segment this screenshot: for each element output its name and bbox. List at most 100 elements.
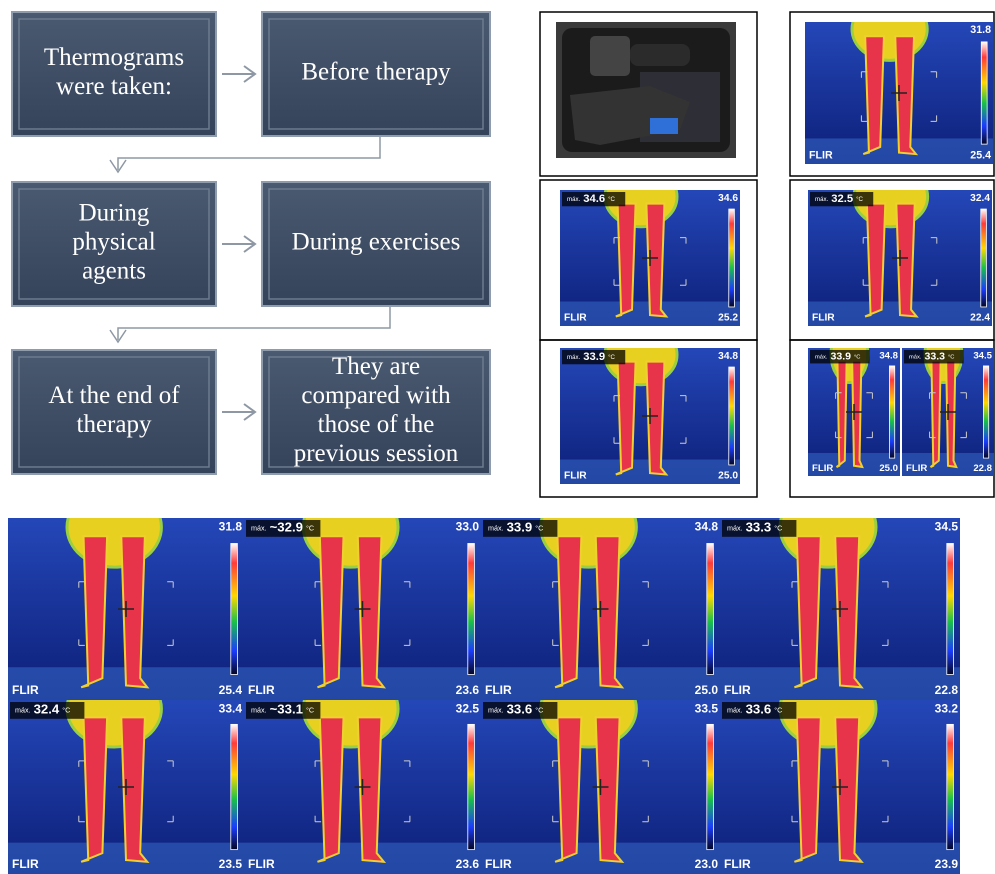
brand: FLIR [248, 683, 275, 697]
brand: FLIR [485, 683, 512, 697]
box-text: physical [72, 229, 155, 256]
reading-part: máx. [15, 705, 31, 714]
scale-max: 34.8 [879, 350, 898, 361]
scale-min: 23.6 [456, 683, 480, 697]
scale-bar [947, 724, 954, 849]
reading-part: °C [535, 523, 543, 532]
thermogram: 32.523.6FLIRmáx.~33.1°C [244, 670, 481, 874]
reading-part: °C [306, 523, 314, 532]
box-text: During exercises [292, 229, 461, 256]
brand: FLIR [564, 313, 587, 324]
reading-part: máx. [727, 523, 743, 532]
scale-min: 25.0 [718, 471, 738, 482]
reading-part: máx. [488, 705, 504, 714]
box-text: During [79, 200, 150, 227]
scale-min: 23.0 [695, 857, 719, 871]
camera-photo [556, 22, 736, 158]
scale-min: 23.5 [219, 857, 243, 871]
thermogram-body: 33.223.9FLIRmáx.33.6°C [720, 670, 960, 874]
scale-bar [468, 543, 475, 674]
brand: FLIR [12, 683, 39, 697]
thermogram: 34.522.8FLIRmáx.33.3°C [902, 326, 994, 476]
scale-bar [468, 724, 475, 849]
arrow [222, 66, 255, 82]
page: Thermogramswere taken: Before therapy Duri… [0, 0, 995, 874]
brand: FLIR [248, 857, 275, 871]
box-text: those of the [318, 411, 435, 438]
box-text: Before therapy [301, 59, 451, 86]
reading-part: 33.9 [830, 351, 851, 363]
brand: FLIR [812, 313, 835, 324]
figure: Thermogramswere taken: Before therapy Duri… [0, 0, 995, 874]
thermogram-body: 33.023.6FLIRmáx.~32.9°C [244, 487, 481, 700]
leg [837, 361, 847, 467]
scale-bar [947, 543, 954, 674]
box-text: were taken: [56, 73, 172, 100]
scale-min: 25.0 [695, 683, 719, 697]
box-text: agents [82, 258, 146, 285]
box-text: At the end of [48, 382, 180, 409]
scale-min: 22.8 [973, 463, 992, 474]
scale-max: 34.8 [718, 351, 738, 362]
scale-max: 34.6 [718, 193, 738, 204]
thermogram-body: 31.8 25.4 FLIR [805, 0, 993, 164]
torso [67, 487, 161, 567]
reading-part: °C [608, 196, 615, 203]
thermogram-body: 33.523.0FLIRmáx.33.6°C [481, 670, 720, 874]
scale-bar [231, 543, 238, 674]
reading-part: ~32.9 [270, 520, 303, 535]
connector [118, 307, 390, 340]
scale-max: 33.5 [695, 701, 719, 715]
thermogram-body: 34.825.0FLIRmáx.33.9°C [808, 326, 900, 476]
scale-max: 33.2 [935, 701, 959, 715]
reading-part: 33.3 [746, 520, 772, 535]
scale-min: 25.2 [718, 313, 738, 324]
thermogram-body: 34.522.8FLIRmáx.33.3°C [720, 487, 960, 700]
reading-part: 33.3 [924, 351, 945, 363]
thermogram-body: 34.825.0FLIRmáx.33.9°C [560, 325, 740, 484]
thermogram: 31.8 25.4 FLIR [805, 0, 993, 164]
scale-bar [707, 724, 714, 849]
box-text: Thermograms [44, 44, 184, 71]
box-text: previous session [294, 440, 459, 467]
reading-part: 33.6 [507, 702, 533, 717]
box-text: They are [332, 353, 420, 380]
reading-part: °C [856, 196, 863, 203]
reading-part: °C [774, 705, 782, 714]
brand: FLIR [809, 149, 833, 161]
reading-part: 33.9 [507, 520, 533, 535]
reading-part: 32.5 [831, 193, 853, 205]
reading-part: °C [62, 705, 70, 714]
reading-part: máx. [567, 196, 581, 203]
reading-part: 32.4 [34, 702, 60, 717]
brand: FLIR [906, 463, 927, 474]
thermogram: 33.523.0FLIRmáx.33.6°C [481, 670, 720, 874]
scale-max: 32.4 [970, 193, 990, 204]
thermogram-body: 32.523.6FLIRmáx.~33.1°C [244, 670, 481, 874]
reading-part: °C [774, 523, 782, 532]
thermogram: 34.8 25.0 FLIR máx.33.9°C [481, 487, 720, 700]
brand: FLIR [812, 463, 833, 474]
reading-part: máx. [815, 196, 829, 203]
reading-part: 34.6 [583, 193, 605, 205]
scale-max: 34.5 [973, 350, 992, 361]
reading-part: ~33.1 [270, 702, 303, 717]
thermogram: 34.522.8FLIRmáx.33.3°C [720, 487, 960, 700]
scale-max: 34.8 [695, 519, 719, 533]
scale-min: 25.0 [879, 463, 898, 474]
brand: FLIR [485, 857, 512, 871]
reading-part: máx. [567, 354, 581, 361]
scale-min: 25.4 [970, 149, 991, 161]
reading-part: máx. [488, 523, 504, 532]
scale-max: 31.8 [970, 24, 991, 36]
scale-bar [729, 209, 735, 307]
scale-max: 32.5 [456, 701, 480, 715]
leg [931, 361, 941, 467]
